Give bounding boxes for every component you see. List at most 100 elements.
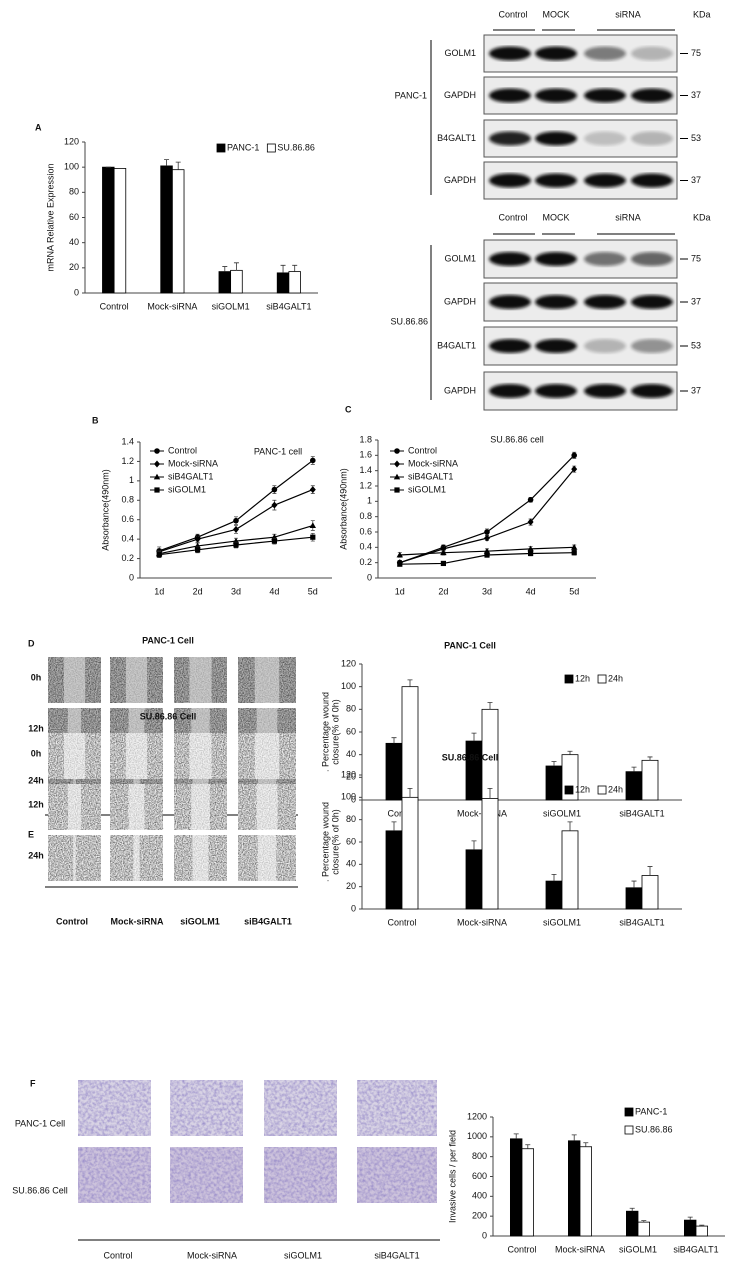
marker	[271, 501, 278, 509]
error-bar	[407, 788, 413, 798]
legend-label: siGOLM1	[168, 484, 206, 494]
marker	[571, 452, 577, 459]
y-tick-label: 0.2	[121, 553, 134, 563]
bar	[385, 830, 403, 910]
y-tick-label: 100	[341, 681, 356, 691]
y-tick-label: 0.2	[359, 557, 372, 567]
error-bar	[629, 1207, 635, 1212]
wound-gap	[254, 657, 280, 703]
bar	[625, 771, 643, 801]
marker	[233, 525, 239, 533]
panel-label: D	[28, 638, 35, 648]
x-tick-label: siGOLM1	[543, 808, 581, 818]
error-bar	[699, 1224, 705, 1227]
micrograph-texture	[357, 1147, 437, 1203]
error-bar	[471, 732, 477, 742]
bar	[521, 1148, 535, 1237]
y-tick-label: 1.2	[359, 480, 372, 490]
micrograph-texture	[264, 1147, 337, 1203]
chart-title: SU.86.86 Cell	[442, 752, 499, 762]
lane-label: MOCK	[543, 9, 570, 19]
y-tick-label: 1.2	[121, 456, 134, 466]
error-bar	[583, 1142, 589, 1147]
marker	[233, 517, 239, 524]
blot-band	[631, 252, 673, 266]
bar	[401, 796, 419, 910]
bar	[465, 740, 483, 801]
y-tick-label: 1.4	[121, 436, 134, 446]
x-tick-label: siB4GALT1	[619, 917, 664, 927]
y-tick-label: 0	[129, 572, 134, 582]
marker	[309, 522, 316, 528]
y-tick-label: 1	[129, 475, 134, 485]
bar	[218, 271, 232, 294]
bar	[626, 1210, 639, 1237]
protein-label: B4GALT1	[437, 340, 476, 350]
marker	[571, 550, 577, 556]
legend-label: 24h	[608, 784, 623, 794]
blot-band	[535, 252, 577, 266]
panel-label: F	[30, 1078, 36, 1088]
blot-band	[535, 339, 577, 353]
x-tick-label: siGOLM1	[212, 301, 250, 311]
wound-gap	[257, 835, 277, 881]
y-tick-label: 0.4	[121, 534, 134, 544]
marker	[394, 487, 400, 493]
y-tick-label: 1000	[467, 1131, 487, 1141]
error-bar	[571, 1134, 577, 1141]
bar	[481, 798, 499, 910]
bar	[230, 269, 243, 294]
wound-gap	[63, 733, 86, 779]
y-tick-label: 0.6	[121, 514, 134, 524]
legend-label: siB4GALT1	[168, 471, 213, 481]
x-tick-label: Control	[507, 1244, 536, 1254]
protein-label: GOLM1	[444, 253, 476, 263]
error-bar	[647, 866, 653, 876]
error-bar	[641, 1220, 647, 1223]
size-label: 53	[691, 340, 701, 350]
micrograph-texture	[78, 1147, 151, 1203]
group-label: Control	[56, 916, 88, 926]
error-bar	[567, 821, 573, 831]
protein-label: GAPDH	[444, 90, 476, 100]
y-axis-label: closure(% of 0h)	[330, 699, 340, 765]
legend-swatch	[597, 674, 607, 684]
lane-label: siRNA	[615, 212, 641, 222]
blot-band	[584, 384, 626, 398]
error-bar	[471, 840, 477, 850]
y-tick-label: 120	[341, 658, 356, 668]
legend-label: PANC-1	[227, 142, 259, 152]
x-tick-label: siB4GALT1	[266, 301, 311, 311]
protein-label: B4GALT1	[437, 133, 476, 143]
error-bar	[631, 880, 637, 888]
lane-label: MOCK	[543, 212, 570, 222]
error-bar	[407, 679, 413, 687]
marker	[153, 473, 161, 480]
y-tick-label: 60	[346, 726, 356, 736]
y-axis-label: . Percentage wound	[320, 692, 330, 772]
error-bar	[222, 266, 228, 272]
x-tick-label: 1d	[395, 586, 405, 596]
wound-gap	[256, 784, 278, 830]
bar	[625, 887, 643, 910]
y-tick-label: 20	[346, 772, 356, 782]
blot-band	[489, 173, 531, 188]
blot-band	[535, 131, 577, 146]
x-tick-label: Mock-siRNA	[457, 917, 507, 927]
wound-gap	[133, 760, 140, 806]
wound-gap	[63, 657, 86, 703]
error-bar	[551, 873, 557, 882]
x-tick-label: 5d	[308, 586, 318, 596]
error-bar	[525, 1144, 531, 1149]
blot-band	[631, 173, 673, 188]
blot-band	[535, 173, 577, 188]
chart-title: PANC-1 Cell	[444, 640, 496, 650]
size-label: 53	[691, 133, 701, 143]
x-tick-label: 4d	[269, 586, 279, 596]
y-tick-label: 0.6	[359, 526, 372, 536]
y-tick-label: 120	[64, 136, 79, 146]
time-label: 0h	[31, 748, 42, 758]
y-tick-label: 0	[367, 572, 372, 582]
marker	[527, 497, 534, 503]
x-tick-label: Control	[387, 917, 416, 927]
